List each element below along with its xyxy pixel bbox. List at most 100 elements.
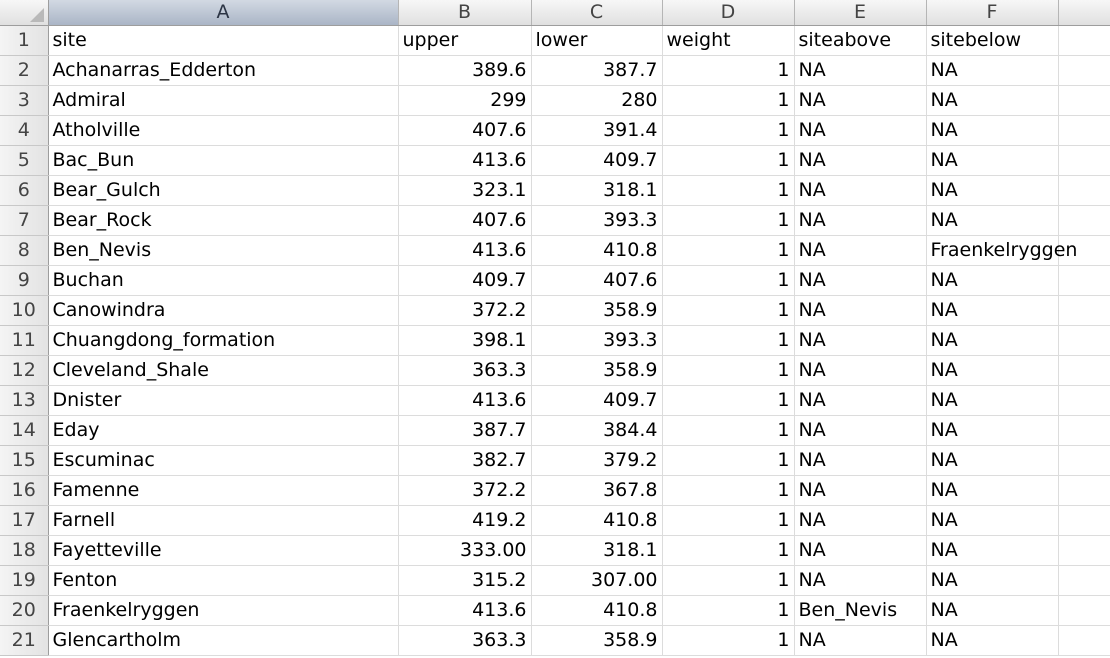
cell[interactable] xyxy=(1058,625,1110,656)
cell[interactable]: 1 xyxy=(662,295,795,326)
cell[interactable]: Ben_Nevis xyxy=(794,595,927,626)
cell[interactable]: 387.7 xyxy=(398,415,532,446)
cell[interactable]: 333.00 xyxy=(398,535,532,566)
row-header[interactable]: 11 xyxy=(0,325,49,356)
cell[interactable]: 358.9 xyxy=(531,355,663,386)
cell[interactable]: NA xyxy=(926,535,1059,566)
cell[interactable]: 1 xyxy=(662,475,795,506)
cell[interactable]: 393.3 xyxy=(531,205,663,236)
cell[interactable] xyxy=(1058,265,1110,296)
row-header[interactable]: 10 xyxy=(0,295,49,326)
cell[interactable] xyxy=(1058,385,1110,416)
cell[interactable]: NA xyxy=(794,145,927,176)
cell[interactable]: lower xyxy=(531,25,663,56)
column-header-a[interactable]: A xyxy=(48,0,399,26)
cell[interactable]: 1 xyxy=(662,85,795,116)
row-header[interactable]: 21 xyxy=(0,625,49,656)
cell[interactable]: 1 xyxy=(662,535,795,566)
cell[interactable]: 280 xyxy=(531,85,663,116)
cell[interactable]: NA xyxy=(794,505,927,536)
cell[interactable]: Famenne xyxy=(48,475,399,506)
column-header-c[interactable]: C xyxy=(531,0,663,26)
cell[interactable]: Bear_Gulch xyxy=(48,175,399,206)
cell[interactable]: 409.7 xyxy=(531,145,663,176)
cell[interactable]: 1 xyxy=(662,235,795,266)
column-header-b[interactable]: B xyxy=(398,0,532,26)
row-header[interactable]: 17 xyxy=(0,505,49,536)
cell[interactable] xyxy=(1058,55,1110,86)
cell[interactable]: NA xyxy=(926,265,1059,296)
cell[interactable] xyxy=(1058,85,1110,116)
cell[interactable]: NA xyxy=(926,115,1059,146)
cell[interactable]: NA xyxy=(794,235,927,266)
cell[interactable]: 372.2 xyxy=(398,295,532,326)
cell[interactable]: 379.2 xyxy=(531,445,663,476)
cell[interactable]: 1 xyxy=(662,115,795,146)
cell[interactable] xyxy=(1058,505,1110,536)
cell[interactable] xyxy=(1058,535,1110,566)
row-header[interactable]: 13 xyxy=(0,385,49,416)
cell[interactable]: NA xyxy=(794,115,927,146)
row-header[interactable]: 14 xyxy=(0,415,49,446)
row-header[interactable]: 18 xyxy=(0,535,49,566)
cell[interactable]: 407.6 xyxy=(398,115,532,146)
cell[interactable]: NA xyxy=(926,295,1059,326)
cell[interactable]: Buchan xyxy=(48,265,399,296)
cell[interactable]: NA xyxy=(794,565,927,596)
cell[interactable]: 1 xyxy=(662,355,795,386)
cell[interactable]: NA xyxy=(926,205,1059,236)
cell[interactable] xyxy=(1058,325,1110,356)
row-header[interactable]: 1 xyxy=(0,25,49,56)
cell[interactable]: Farnell xyxy=(48,505,399,536)
row-header[interactable]: 5 xyxy=(0,145,49,176)
cell[interactable]: 315.2 xyxy=(398,565,532,596)
cell[interactable]: 323.1 xyxy=(398,175,532,206)
cell[interactable] xyxy=(1058,115,1110,146)
cell[interactable]: weight xyxy=(662,25,795,56)
cell[interactable]: 363.3 xyxy=(398,355,532,386)
cell[interactable]: 318.1 xyxy=(531,535,663,566)
cell[interactable]: NA xyxy=(926,625,1059,656)
cell[interactable]: 1 xyxy=(662,505,795,536)
column-header-d[interactable]: D xyxy=(662,0,795,26)
cell[interactable]: NA xyxy=(926,325,1059,356)
cell[interactable]: 413.6 xyxy=(398,235,532,266)
cell[interactable]: NA xyxy=(926,145,1059,176)
cell[interactable] xyxy=(1058,415,1110,446)
cell[interactable]: Fraenkelryggen xyxy=(926,235,1077,266)
cell[interactable]: 391.4 xyxy=(531,115,663,146)
cell[interactable]: 1 xyxy=(662,205,795,236)
cell[interactable]: 299 xyxy=(398,85,532,116)
cell[interactable]: Dnister xyxy=(48,385,399,416)
cell[interactable]: Fenton xyxy=(48,565,399,596)
cell[interactable]: 1 xyxy=(662,445,795,476)
column-header-e[interactable]: E xyxy=(794,0,927,26)
cell[interactable]: 382.7 xyxy=(398,445,532,476)
row-header[interactable]: 16 xyxy=(0,475,49,506)
cell[interactable]: 1 xyxy=(662,625,795,656)
row-header[interactable]: 15 xyxy=(0,445,49,476)
cell[interactable]: 1 xyxy=(662,145,795,176)
row-header[interactable]: 3 xyxy=(0,85,49,116)
cell[interactable]: 318.1 xyxy=(531,175,663,206)
cell[interactable] xyxy=(1058,235,1110,266)
cell[interactable]: 413.6 xyxy=(398,595,532,626)
cell[interactable] xyxy=(1058,205,1110,236)
cell[interactable]: 372.2 xyxy=(398,475,532,506)
cell[interactable]: NA xyxy=(926,385,1059,416)
row-header[interactable]: 8 xyxy=(0,235,49,266)
cell[interactable]: Chuangdong_formation xyxy=(48,325,399,356)
cell[interactable]: Atholville xyxy=(48,115,399,146)
cell[interactable]: 419.2 xyxy=(398,505,532,536)
cell[interactable]: NA xyxy=(794,385,927,416)
cell[interactable]: siteabove xyxy=(794,25,927,56)
cell[interactable]: Bear_Rock xyxy=(48,205,399,236)
cell[interactable]: Canowindra xyxy=(48,295,399,326)
column-header-f[interactable]: F xyxy=(926,0,1059,26)
cell[interactable]: Admiral xyxy=(48,85,399,116)
cell[interactable]: NA xyxy=(794,535,927,566)
cell[interactable]: 358.9 xyxy=(531,625,663,656)
cell[interactable]: Fraenkelryggen xyxy=(48,595,399,626)
cell[interactable]: NA xyxy=(926,175,1059,206)
cell[interactable]: 393.3 xyxy=(531,325,663,356)
